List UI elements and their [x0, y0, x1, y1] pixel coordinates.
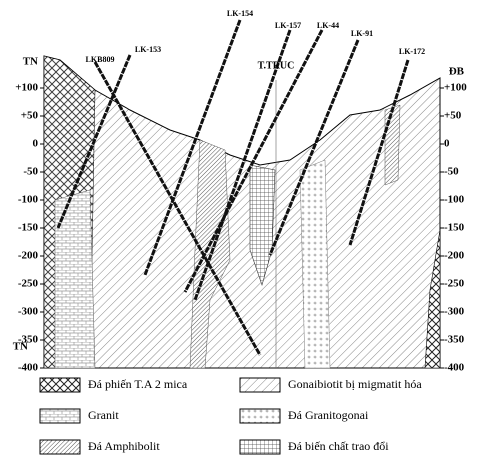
- legend-swatch: [39, 439, 81, 455]
- right-tick-label: -50: [444, 166, 459, 178]
- borehole-label: LK-44: [317, 21, 339, 30]
- left-bottom-label: TN: [13, 341, 28, 353]
- borehole-label: LK-91: [351, 29, 373, 38]
- left-tick-label: -100: [18, 194, 39, 206]
- right-tick-label: +50: [444, 110, 462, 122]
- right-top-label: ĐB: [449, 66, 465, 78]
- legend-swatch: [239, 439, 281, 455]
- borehole-line: [93, 61, 262, 356]
- right-tick-label: -250: [444, 278, 465, 290]
- left-tick-label: -150: [18, 222, 39, 234]
- borehole-label: LK-172: [399, 47, 425, 56]
- borehole-line: [348, 59, 410, 246]
- right-tick-label: -200: [444, 250, 465, 262]
- legend-swatch: [39, 377, 81, 393]
- borehole-line: [193, 29, 292, 301]
- left-tick-label: -300: [18, 306, 39, 318]
- borehole-line: [56, 54, 132, 229]
- borehole-label: LK-153: [135, 45, 161, 54]
- right-tick-label: -300: [444, 306, 465, 318]
- borehole-label: LKB809: [86, 55, 115, 64]
- legend-label: Đá Granitogonai: [288, 408, 369, 422]
- legend-label: Gonaibiotit bị migmatit hóa: [288, 377, 422, 391]
- legend-swatch: [39, 408, 81, 424]
- right-tick-label: -400: [444, 362, 465, 374]
- left-tick-label: +50: [21, 110, 39, 122]
- borehole-label: LK-157: [275, 21, 301, 30]
- legend-label: Granit: [88, 408, 119, 422]
- borehole-line: [268, 39, 360, 256]
- legend-label: Đá phiến T.A 2 mica: [88, 377, 188, 391]
- left-tick-label: 0: [33, 138, 39, 150]
- left-tick-label: -200: [18, 250, 39, 262]
- right-tick-label: -350: [444, 334, 465, 346]
- right-tick-label: +100: [444, 82, 467, 94]
- left-tick-label: -50: [23, 166, 38, 178]
- right-tick-label: -100: [444, 194, 465, 206]
- borehole-label: LK-154: [227, 9, 253, 18]
- section-body: [43, 55, 441, 369]
- left-top-label: TN: [23, 56, 38, 68]
- left-tick-label: -400: [18, 362, 39, 374]
- legend-swatch: [239, 408, 281, 424]
- left-tick-label: -350: [18, 334, 39, 346]
- left-tick-label: -250: [18, 278, 39, 290]
- borehole-line: [143, 19, 242, 276]
- borehole-line: [183, 29, 324, 293]
- legend-swatch: [239, 377, 281, 393]
- right-tick-label: -150: [444, 222, 465, 234]
- left-tick-label: +100: [15, 82, 38, 94]
- legend-label: Đá Amphibolit: [88, 439, 160, 453]
- right-tick-label: 0: [444, 138, 450, 150]
- legend-label: Đá biến chất trao đổi: [288, 439, 389, 453]
- center-label: T.TRUC: [258, 60, 295, 71]
